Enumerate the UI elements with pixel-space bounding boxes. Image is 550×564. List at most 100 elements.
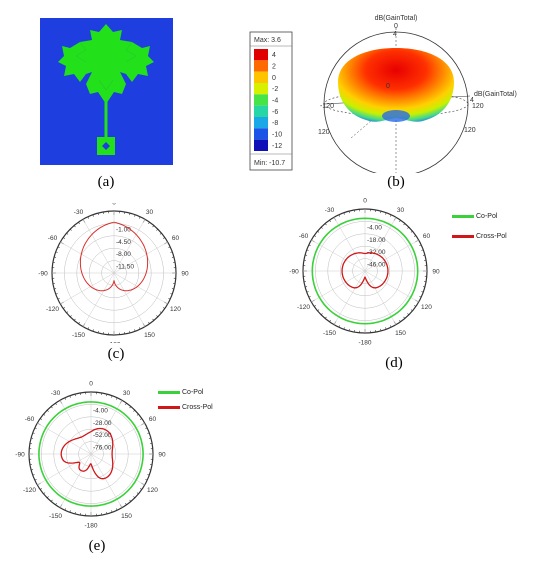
panel-d-polar: 0 30 60 90 120 150 -180 -150 -120 -90 -60 -30 -4.00 -…: [280, 196, 450, 347]
polar-tick: [168, 298, 171, 300]
colorbar-tick-label: 2: [272, 64, 276, 71]
polar-angle-label: 0: [363, 198, 367, 205]
polar-tick: [390, 325, 392, 328]
polar-tick: [403, 316, 406, 319]
polar-angle-label: 90: [181, 271, 189, 278]
polar-tick: [139, 216, 141, 219]
fractal-lobe-left: [58, 42, 92, 82]
colorbar-band: [254, 139, 268, 151]
polar-tick: [324, 223, 327, 226]
polar-angle-label: 60: [423, 233, 431, 240]
legend-e-copol: Co-Pol: [158, 389, 203, 396]
polar-tick: [419, 244, 422, 246]
polar-tick: [308, 244, 311, 246]
polar-angle-label: -150: [72, 332, 85, 339]
polar-tick: [329, 220, 331, 223]
polar-tick: [419, 296, 422, 298]
polar-angle-label: 30: [123, 390, 131, 397]
polar-tick: [413, 235, 416, 237]
polar-tick: [50, 499, 53, 502]
polar-tick: [133, 496, 136, 499]
polar-tick: [170, 251, 173, 253]
polar-tick: [305, 286, 308, 288]
polar-tick: [156, 228, 159, 231]
polar-tick: [50, 406, 53, 409]
polar-radial-label: -28.00: [93, 420, 112, 427]
polar-tick: [46, 409, 49, 412]
polar-angle-label: 0: [89, 381, 93, 388]
pattern-c-curve: [79, 221, 149, 292]
polar-angle-label: 60: [149, 416, 157, 423]
polar-angle-label: -120: [297, 304, 310, 311]
polar-tick: [129, 499, 132, 502]
colorbar-tick-label: 4: [272, 52, 276, 59]
polar-tick: [145, 479, 148, 481]
zero-top: 0: [394, 23, 398, 30]
legend-d-copol: Co-Pol: [452, 213, 497, 220]
polar-angle-label: -30: [325, 207, 335, 214]
polar-angle-label: -30: [74, 209, 84, 216]
polar-tick: [403, 223, 406, 226]
polar-tick: [147, 474, 150, 476]
polar-spoke: [59, 400, 123, 508]
polar-plot-e: 0 30 60 90 120 150 -180 -150 -120 -90 -60 -30 -4.00 -…: [15, 381, 166, 530]
polar-tick: [338, 325, 340, 328]
colorbar-band: [254, 49, 268, 61]
crosspol-curve: [60, 427, 114, 480]
polar-tick: [159, 311, 162, 314]
gain-3d-figure: Max: 3.6 4 2 0 -2 -4 -6 -8 -10 -12 Min: -10.7 dB…: [249, 15, 517, 177]
colorbar-tick-label: -10: [272, 132, 282, 139]
colorbar-band: [254, 94, 268, 106]
polar-radial-label: -18.00: [367, 237, 386, 244]
polar-tick: [145, 427, 148, 429]
polar-tick: [63, 307, 66, 309]
colorbar-tick-label: 0: [272, 75, 276, 82]
polar-tick: [134, 214, 136, 217]
polar-angle-label: 90: [158, 452, 166, 459]
polar-tick: [156, 315, 159, 318]
polar-tick: [43, 492, 46, 495]
polar-tick: [148, 222, 150, 225]
polar-tick: [92, 214, 94, 217]
polar-tick: [40, 488, 43, 490]
polar-tick: [43, 413, 46, 416]
polar-tick: [306, 291, 309, 293]
polar-angle-label: 90: [432, 269, 440, 276]
colorbar-band: [254, 60, 268, 72]
polar-angle-label: 120: [170, 306, 181, 313]
polar-tick: [343, 327, 345, 330]
polar-tick: [55, 403, 57, 406]
fractal-lobe-bottom: [86, 72, 126, 104]
fractal-antenna-figure: [40, 18, 173, 165]
polar-tick: [317, 309, 320, 312]
polar-tick: [148, 321, 150, 324]
pos120-bottom: 120: [318, 129, 330, 136]
neg120-left: -120: [320, 103, 334, 110]
polar-angle-label: 60: [172, 235, 180, 242]
polar-angle-label: -90: [289, 269, 299, 276]
polar-tick: [136, 492, 139, 495]
crosspol-curve: [341, 252, 389, 289]
polar-tick: [74, 394, 76, 397]
polar-angle-label: 150: [144, 332, 155, 339]
polar-tick: [380, 211, 382, 214]
polar-tick: [129, 330, 131, 333]
colorbar-band: [254, 83, 268, 95]
colorbar-tick-label: -6: [272, 109, 278, 116]
polar-tick: [97, 330, 99, 333]
polar-plot-d: 0 30 60 90 120 150 -180 -150 -120 -90 -60 -30 -4.00 -…: [289, 198, 440, 347]
polar-tick: [129, 213, 131, 216]
polar-tick: [148, 469, 151, 471]
polar-angle-label: -180: [358, 340, 371, 347]
polar-tick: [66, 311, 69, 314]
polar-tick: [407, 226, 410, 229]
pos120-right1: 120: [472, 103, 484, 110]
colorbar-min: Min: -10.7: [254, 160, 285, 167]
polar-tick: [136, 413, 139, 416]
four-right: 4: [470, 97, 474, 104]
copol-swatch: [158, 390, 180, 394]
panel-a-fractal-antenna: [40, 18, 173, 165]
polar-tick: [390, 214, 392, 217]
caption-c: (c): [107, 346, 125, 362]
polar-tick: [31, 469, 34, 471]
